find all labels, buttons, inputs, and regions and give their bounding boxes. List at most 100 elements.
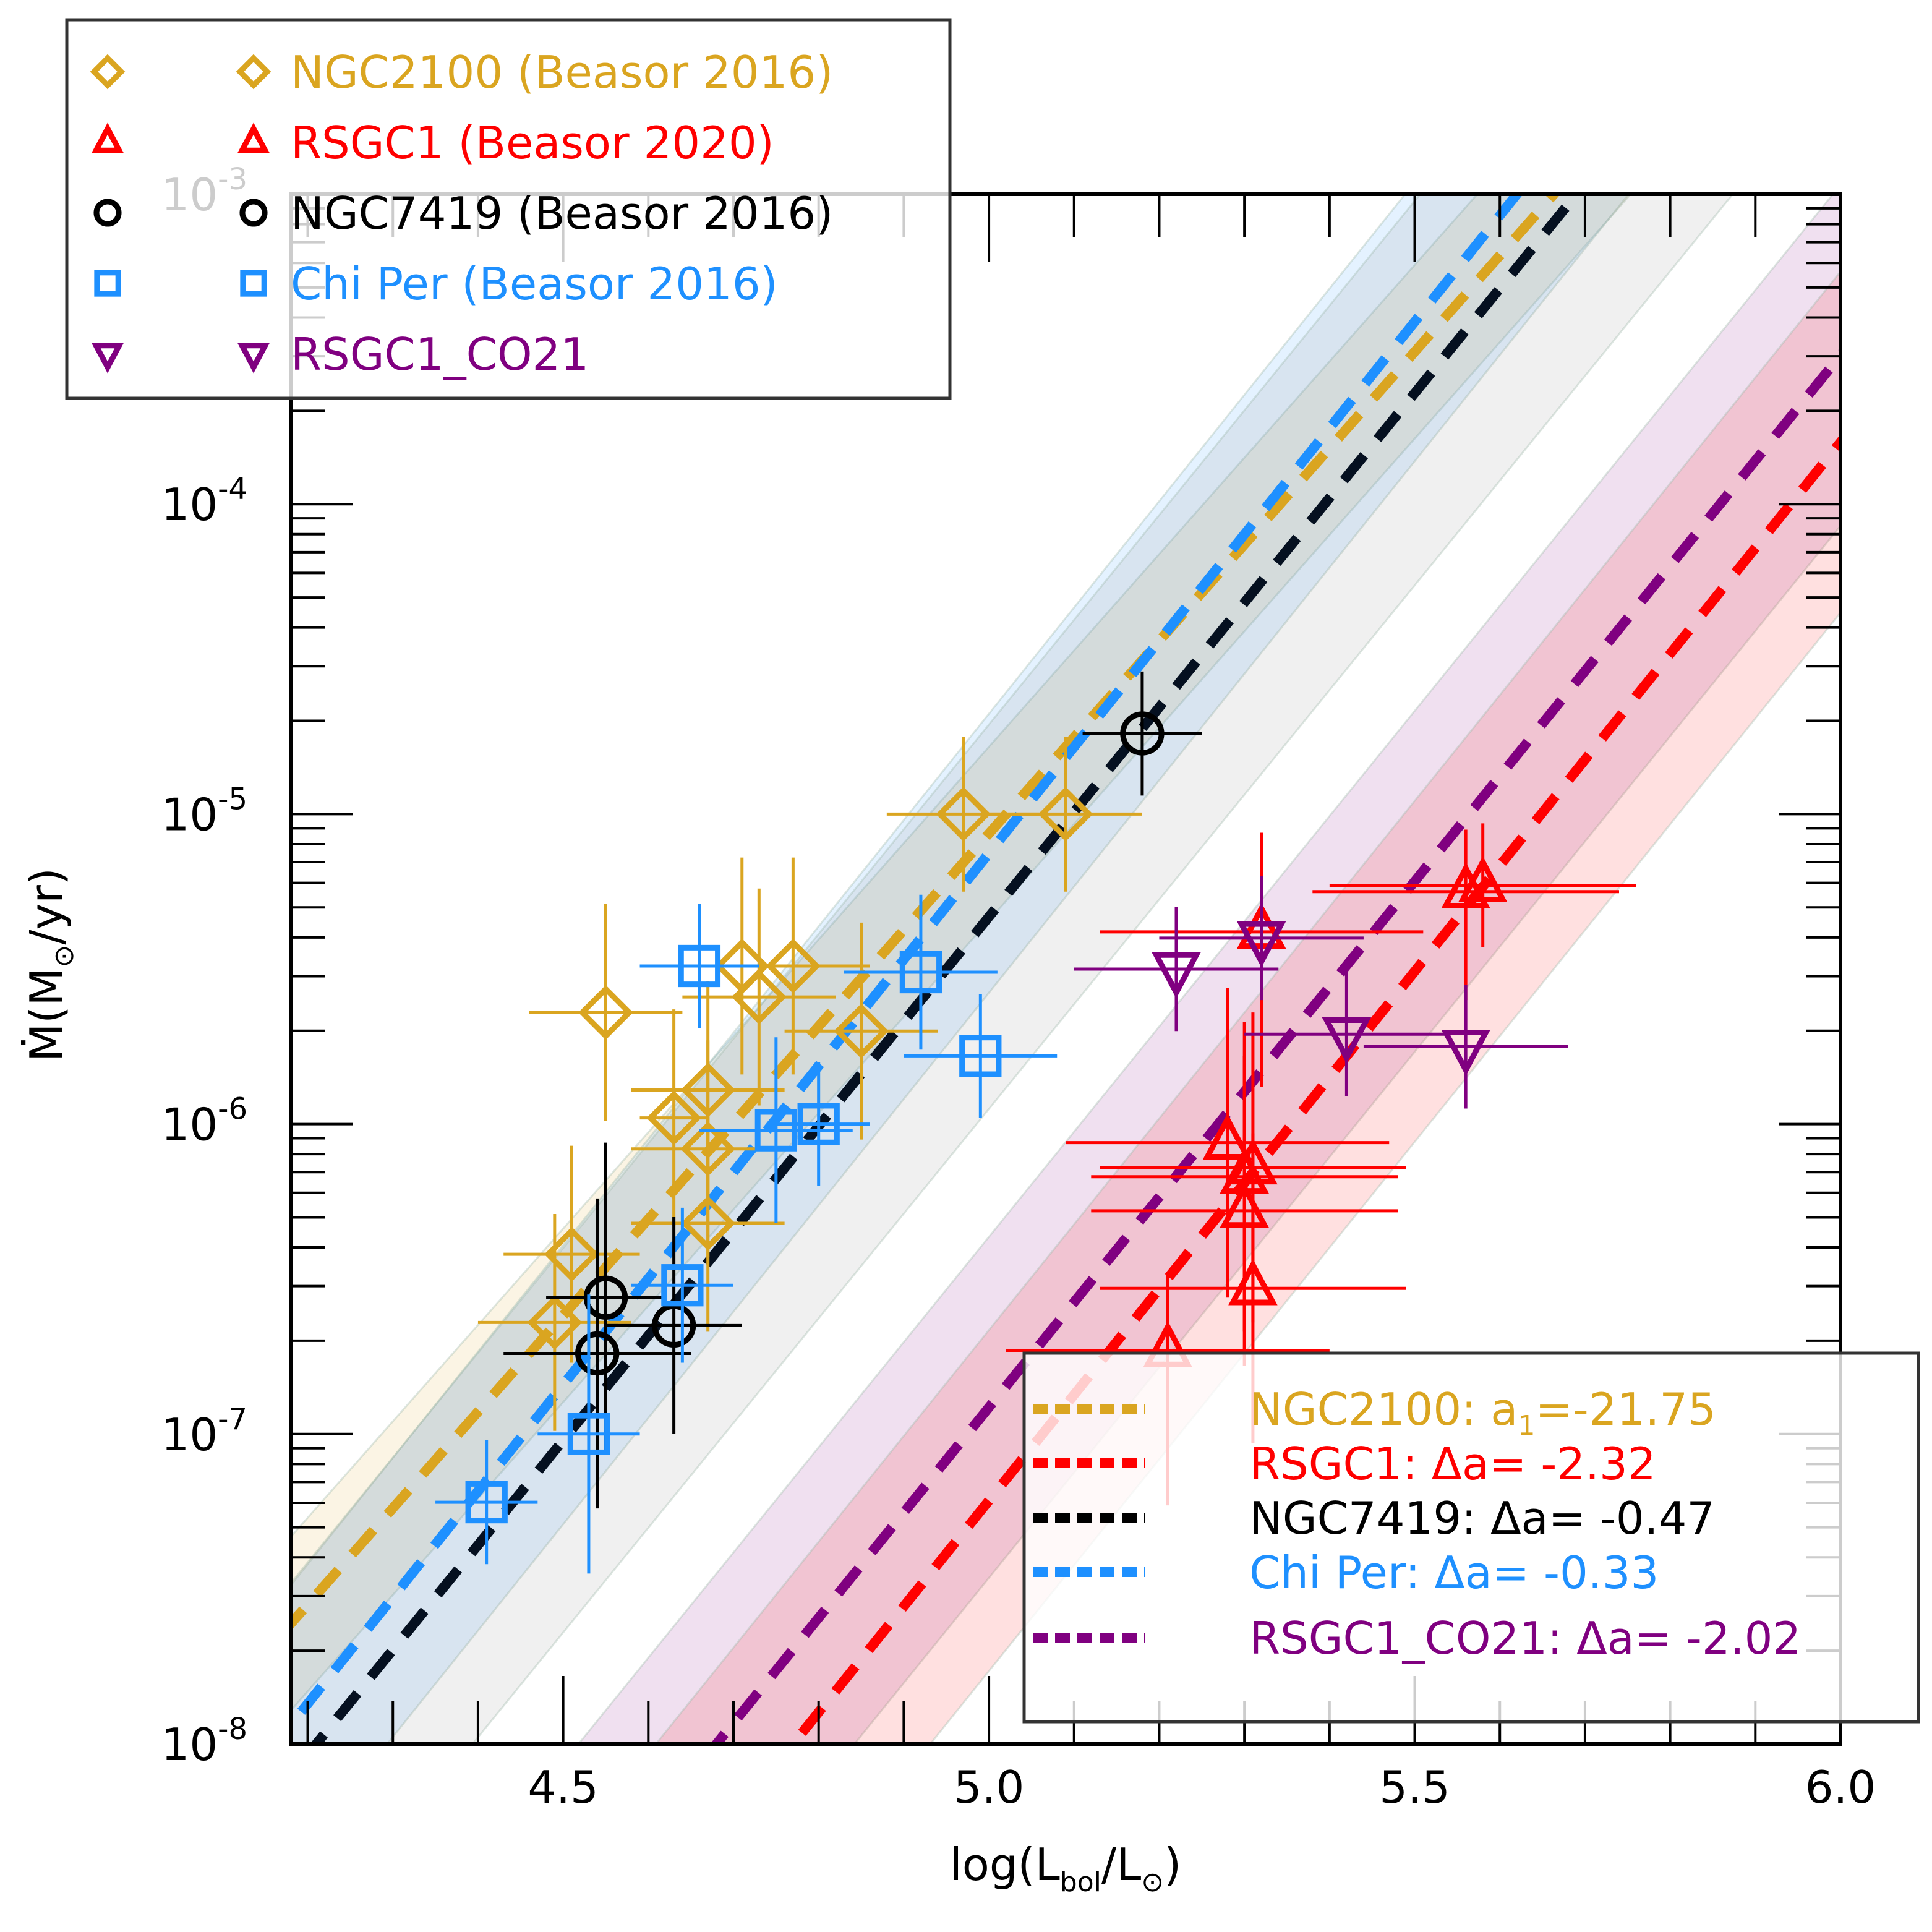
plot-frame [289, 192, 1842, 1746]
data-point [904, 994, 1058, 1118]
series-rsgc1-co21 [1074, 876, 1568, 1109]
y-axis-title: Ṁ(M⊙/yr) [20, 868, 80, 1062]
x-tick-labels: 4.5 5.0 5.5 6.0 [528, 1761, 1876, 1813]
marker-triangle-down [1152, 952, 1201, 999]
y-axis-title-end: /yr) [20, 868, 72, 945]
y-tick-labels: 10-810-710-610-510-410-3 [161, 162, 247, 1771]
band-ngc7419 [291, 194, 1734, 1744]
marker-square [959, 1035, 1002, 1077]
data-point [1066, 988, 1390, 1298]
marker-legend-label: RSGC1 (Beasor 2020) [291, 117, 774, 169]
marker-legend: NGC2100 (Beasor 2016) RSGC1 (Beasor 2020)… [65, 18, 952, 400]
marker-diamond [1038, 787, 1093, 842]
data-point [631, 1207, 733, 1363]
marker-triangle-up [1228, 1259, 1278, 1306]
marker-diamond [578, 985, 633, 1040]
series-ngc2100-beasor-2016- [477, 737, 1142, 1431]
x-axis-title-sun: ⊙ [1141, 1866, 1164, 1898]
legend-marker-triangle-up [237, 122, 270, 153]
marker-circle [583, 1275, 628, 1320]
legend-marker-circle [93, 199, 122, 227]
marker-legend-frame [65, 18, 952, 400]
marker-square [754, 1109, 797, 1152]
x-axis-title-end: ) [1164, 1839, 1181, 1891]
fit-line-chi-per [291, 194, 1524, 1733]
legend-marker-square [94, 270, 121, 297]
x-tick-label: 5.5 [1379, 1761, 1450, 1813]
data-point [699, 1037, 853, 1223]
data-point [1363, 985, 1568, 1109]
marker-triangle-up [1458, 856, 1508, 902]
legend-marker-triangle-down [237, 343, 270, 374]
legend-marker-diamond [236, 54, 271, 90]
data-point [989, 737, 1142, 892]
fit-legend-entry: Chi Per: Δa= -0.33 [1033, 1547, 1659, 1599]
fit-legend-entry: RSGC1: Δa= -2.32 [1033, 1438, 1656, 1490]
legend-marker-triangle-down [91, 343, 124, 374]
x-tick-label: 6.0 [1805, 1761, 1876, 1813]
marker-legend-entry: RSGC1_CO21 [91, 328, 589, 380]
data-point [844, 894, 998, 1050]
marker-diamond [731, 969, 787, 1025]
marker-circle [1120, 711, 1165, 756]
marker-diamond [936, 787, 991, 842]
legend-marker-circle [239, 199, 268, 227]
data-point [529, 904, 683, 1121]
marker-triangle-down [1322, 1017, 1372, 1064]
data-point [1159, 876, 1364, 1001]
fit-legend-entry: RSGC1_CO21: Δa= -2.02 [1033, 1612, 1801, 1664]
marker-legend-label: NGC7419 (Beasor 2016) [291, 187, 833, 239]
marker-diamond [834, 1003, 889, 1059]
x-axis-title-mid: /L [1101, 1839, 1141, 1891]
legend-marker-diamond [90, 54, 126, 90]
marker-triangle-down [1441, 1030, 1490, 1076]
x-tick-label: 4.5 [528, 1761, 599, 1813]
data-point [767, 1062, 870, 1186]
marker-diamond [680, 1195, 736, 1251]
fit-legend-entry: NGC7419: Δa= -0.47 [1033, 1492, 1715, 1544]
marker-legend-label: RSGC1_CO21 [291, 328, 589, 380]
x-axis-title-sub: bol [1060, 1866, 1101, 1898]
data-point [784, 922, 938, 1140]
fit-line-rsgc1 [787, 434, 1840, 1744]
y-tick-label: 10-8 [161, 1712, 247, 1771]
data-point [503, 1145, 640, 1363]
x-tick-label: 5.0 [954, 1761, 1025, 1813]
x-axis-title: log(Lbol/L⊙) [950, 1839, 1181, 1898]
band-chi-per [291, 194, 1630, 1744]
marker-triangle-up [1202, 1113, 1252, 1160]
series-chi-per-beasor-2016- [435, 894, 1058, 1574]
marker-square [899, 951, 942, 994]
data-point [1244, 972, 1449, 1096]
data-point [631, 1114, 785, 1332]
fit-legend-label: Chi Per: Δa= -0.33 [1249, 1547, 1659, 1599]
marker-triangle-down [1236, 921, 1286, 968]
marker-square [567, 1413, 610, 1455]
y-tick-label: 10-4 [161, 472, 247, 531]
marker-square [678, 944, 721, 988]
marker-square [465, 1481, 508, 1524]
data-point [546, 1142, 665, 1453]
data-point [1074, 907, 1279, 1032]
y-tick-label: 10-5 [161, 782, 247, 840]
data-point [682, 888, 836, 1106]
fit-legend-entry: NGC2100: a1=-21.75 [1033, 1383, 1716, 1442]
band-rsgc1 [654, 270, 1840, 1744]
data-point [503, 1198, 691, 1509]
data-points [435, 671, 1636, 1574]
fit-line-ngc7419 [309, 194, 1583, 1744]
marker-diamond [646, 1090, 701, 1145]
marker-diamond [544, 1226, 599, 1282]
y-axis-title-sun: ⊙ [48, 945, 80, 968]
marker-square [797, 1103, 840, 1145]
marker-legend-entry: NGC2100 (Beasor 2016) [90, 46, 833, 98]
marker-legend-label: Chi Per (Beasor 2016) [291, 258, 778, 310]
fit-legend-label: RSGC1: Δa= -2.32 [1249, 1438, 1656, 1490]
marker-circle [575, 1331, 620, 1376]
fit-line-rsgc1-co21 [710, 347, 1840, 1744]
data-point [639, 1009, 708, 1226]
legend-marker-triangle-up [91, 122, 124, 153]
data-point [1329, 823, 1636, 947]
